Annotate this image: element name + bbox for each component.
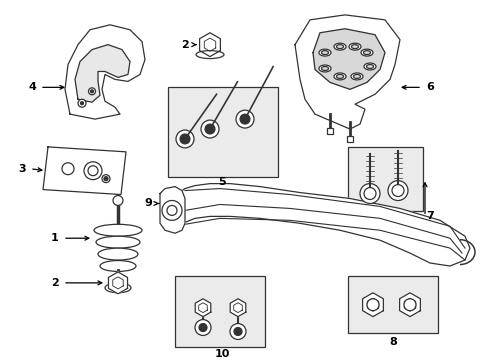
Ellipse shape — [318, 65, 330, 72]
Polygon shape — [312, 29, 384, 89]
Text: 10: 10 — [214, 349, 229, 359]
Circle shape — [236, 110, 253, 128]
Circle shape — [180, 134, 189, 144]
Text: 3: 3 — [18, 164, 26, 174]
Circle shape — [195, 320, 210, 336]
Bar — [346, 136, 352, 142]
Text: 8: 8 — [388, 337, 396, 347]
Ellipse shape — [363, 51, 370, 55]
Ellipse shape — [336, 45, 343, 49]
Circle shape — [229, 324, 245, 339]
Circle shape — [176, 130, 194, 148]
Ellipse shape — [98, 248, 138, 260]
Circle shape — [391, 185, 403, 197]
Bar — [175, 276, 264, 347]
Circle shape — [84, 162, 102, 180]
Text: 7: 7 — [425, 211, 433, 221]
Ellipse shape — [94, 224, 142, 236]
Circle shape — [234, 328, 242, 336]
Ellipse shape — [112, 281, 124, 289]
Circle shape — [90, 90, 93, 93]
Circle shape — [113, 195, 123, 206]
Polygon shape — [43, 147, 126, 194]
Ellipse shape — [350, 73, 362, 80]
Bar — [347, 147, 422, 211]
Ellipse shape — [366, 64, 373, 68]
Circle shape — [167, 206, 177, 215]
Ellipse shape — [100, 261, 136, 271]
Text: 5: 5 — [218, 177, 225, 186]
Circle shape — [359, 184, 379, 203]
Circle shape — [363, 188, 375, 199]
Text: 1: 1 — [51, 233, 59, 243]
Circle shape — [387, 181, 407, 201]
Bar — [168, 87, 278, 177]
Text: 9: 9 — [144, 198, 152, 208]
Ellipse shape — [336, 75, 343, 78]
Circle shape — [204, 124, 215, 134]
Polygon shape — [65, 25, 145, 119]
Polygon shape — [399, 293, 420, 316]
Ellipse shape — [353, 75, 360, 78]
Circle shape — [88, 88, 95, 95]
Circle shape — [240, 114, 249, 124]
Circle shape — [102, 175, 110, 183]
Circle shape — [201, 120, 219, 138]
Ellipse shape — [321, 51, 328, 55]
Circle shape — [366, 299, 378, 311]
Ellipse shape — [360, 49, 372, 56]
Bar — [347, 276, 437, 333]
Polygon shape — [160, 186, 184, 233]
Ellipse shape — [351, 45, 358, 49]
Ellipse shape — [348, 43, 360, 50]
Bar — [326, 128, 332, 134]
Circle shape — [104, 177, 108, 181]
Ellipse shape — [96, 236, 140, 248]
Ellipse shape — [333, 43, 346, 50]
Polygon shape — [199, 33, 220, 57]
Text: 2: 2 — [181, 40, 188, 50]
Circle shape — [78, 99, 86, 107]
Polygon shape — [195, 299, 210, 316]
Circle shape — [162, 201, 182, 220]
Text: 4: 4 — [28, 82, 36, 93]
Polygon shape — [75, 45, 130, 102]
Circle shape — [199, 324, 206, 332]
Ellipse shape — [318, 49, 330, 56]
Polygon shape — [230, 299, 245, 316]
Ellipse shape — [196, 51, 224, 59]
Ellipse shape — [321, 67, 328, 71]
Circle shape — [81, 102, 83, 105]
Circle shape — [62, 163, 74, 175]
Ellipse shape — [333, 73, 346, 80]
Circle shape — [88, 166, 98, 176]
Text: 2: 2 — [51, 278, 59, 288]
Polygon shape — [108, 272, 127, 294]
Ellipse shape — [363, 63, 375, 70]
Polygon shape — [362, 293, 383, 316]
Polygon shape — [294, 15, 399, 129]
Ellipse shape — [105, 283, 131, 293]
Polygon shape — [172, 184, 469, 266]
Text: 6: 6 — [425, 82, 433, 93]
Circle shape — [403, 299, 415, 311]
